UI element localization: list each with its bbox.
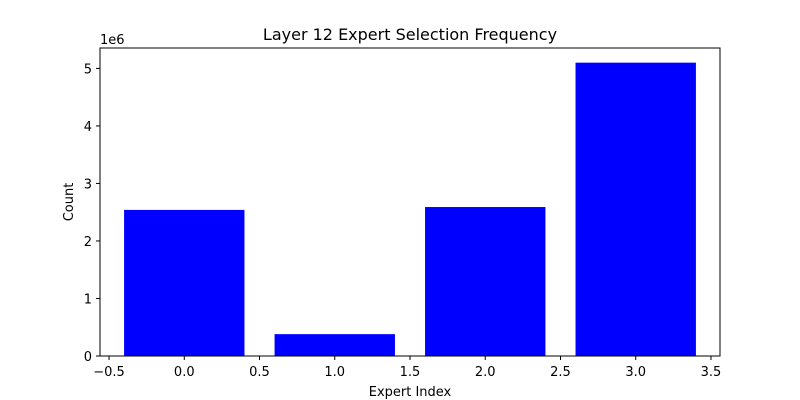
bars-group [124,62,696,357]
x-tick-label: 1.0 [324,365,345,380]
x-tick-label: 0.0 [174,365,195,380]
y-axis-title: Count [62,183,77,222]
y-tick-label: 4 [84,120,92,135]
y-axis-ticks: 0 1 2 3 4 5 [84,62,100,365]
y-tick-label: 3 [84,177,92,192]
plot-area-frame [99,47,721,357]
x-axis-ticks: −0.5 0.0 0.5 1.0 1.5 2.0 2.5 3.0 3.5 [93,356,721,380]
y-tick-label: 0 [84,350,92,365]
x-axis-title: Expert Index [369,385,452,400]
x-tick-label: 1.5 [400,365,421,380]
bar-expert-1 [274,334,395,356]
x-tick-label: −0.5 [93,365,125,380]
x-tick-label: 2.0 [475,365,496,380]
x-tick-label: 2.5 [550,365,571,380]
y-axis-offset-label: 1e6 [100,33,125,48]
y-tick-label: 2 [84,235,92,250]
bar-expert-0 [124,209,245,356]
bar-expert-3 [575,62,696,357]
bar-expert-2 [425,207,546,356]
x-tick-label: 3.5 [701,365,722,380]
y-tick-label: 1 [84,292,92,307]
chart-title: Layer 12 Expert Selection Frequency [263,25,557,44]
x-tick-label: 3.0 [625,365,646,380]
x-tick-label: 0.5 [249,365,270,380]
y-tick-label: 5 [84,62,92,77]
